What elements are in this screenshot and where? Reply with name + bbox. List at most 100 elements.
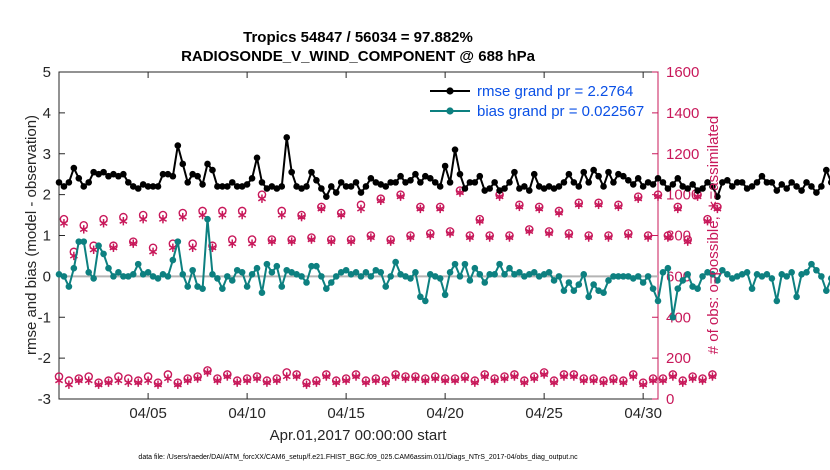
obs-assimilated-point	[84, 376, 93, 385]
data-point	[649, 181, 657, 188]
data-point	[164, 170, 172, 178]
data-point	[550, 277, 558, 284]
data-point	[169, 256, 177, 264]
data-point	[327, 183, 335, 190]
data-point	[654, 174, 662, 182]
obs-assimilated-point	[79, 225, 88, 234]
data-point	[253, 154, 261, 162]
data-point	[318, 273, 325, 280]
data-point	[397, 172, 404, 180]
obs-assimilated-point	[629, 372, 638, 381]
obs-assimilated-point	[465, 233, 474, 242]
obs-assimilated-point	[564, 231, 573, 240]
data-point	[610, 273, 617, 280]
data-point	[813, 189, 820, 196]
data-point	[585, 179, 592, 186]
data-point	[228, 277, 236, 284]
data-point	[535, 183, 543, 190]
data-point	[392, 258, 399, 266]
y-axis-left-label: rmse and bias (model - observation)	[23, 115, 40, 355]
data-point	[620, 273, 627, 280]
data-point	[758, 273, 766, 280]
obs-assimilated-point	[550, 378, 559, 387]
data-point	[219, 183, 226, 190]
obs-assimilated-point	[139, 214, 148, 224]
data-point	[466, 179, 474, 186]
data-point	[818, 273, 825, 280]
data-point	[129, 183, 137, 190]
obs-assimilated-point	[267, 237, 276, 246]
obs-assimilated-point	[327, 237, 336, 246]
data-point	[748, 285, 756, 292]
data-point	[709, 271, 716, 278]
data-point	[298, 185, 305, 192]
legend-rmse-marker	[446, 87, 454, 95]
chart-title: Tropics 54847 / 56034 = 97.882%	[243, 29, 473, 46]
data-point	[511, 168, 518, 176]
obs-assimilated-point	[460, 374, 469, 383]
obs-assimilated-point	[396, 192, 405, 201]
data-point	[793, 183, 800, 190]
data-point	[352, 179, 360, 186]
obs-assimilated-point	[673, 204, 682, 214]
obs-assimilated-point	[545, 229, 554, 238]
obs-assimilated-point	[129, 239, 138, 248]
data-point	[679, 183, 687, 190]
data-point	[125, 273, 132, 280]
data-point	[793, 293, 800, 301]
data-point	[595, 172, 602, 180]
data-point	[827, 179, 830, 186]
data-point	[545, 183, 553, 190]
obs-assimilated-point	[54, 376, 64, 385]
obs-assimilated-point	[678, 378, 687, 387]
data-point	[308, 262, 315, 270]
data-point	[535, 273, 543, 280]
data-point	[530, 170, 538, 178]
obs-assimilated-point	[366, 233, 375, 242]
obs-assimilated-point	[535, 204, 544, 214]
obs-assimilated-point	[337, 210, 346, 220]
data-point	[332, 189, 340, 196]
data-point	[342, 183, 350, 190]
data-point	[65, 283, 73, 290]
data-point	[565, 279, 573, 286]
obs-assimilated-point	[540, 370, 549, 379]
data-point	[392, 179, 399, 186]
y-right-tick-label: 1400	[666, 105, 699, 122]
obs-assimilated-point	[485, 233, 494, 242]
obs-assimilated-point	[604, 233, 613, 242]
data-point	[372, 266, 380, 274]
data-point	[308, 168, 315, 176]
obs-assimilated-point	[356, 204, 365, 214]
data-point	[258, 289, 266, 297]
data-point	[639, 279, 647, 286]
data-point	[372, 179, 380, 186]
data-point	[783, 185, 791, 192]
series-assimilated	[54, 188, 722, 389]
y-left-tick-label: -2	[38, 350, 51, 367]
data-point	[768, 179, 776, 186]
data-point	[634, 273, 642, 280]
data-point	[506, 264, 513, 272]
data-point	[100, 250, 107, 258]
data-point	[580, 271, 588, 278]
data-point	[585, 293, 592, 301]
obs-assimilated-point	[708, 372, 717, 381]
data-point	[204, 160, 211, 168]
series-rmse	[55, 134, 830, 200]
data-point	[550, 185, 558, 192]
data-point	[605, 277, 612, 284]
obs-assimilated-point	[683, 237, 692, 246]
data-point	[615, 170, 622, 178]
data-point	[728, 183, 736, 190]
obs-assimilated-point	[253, 374, 262, 383]
obs-assimilated-point	[406, 233, 415, 242]
data-point	[451, 146, 459, 153]
data-point	[357, 189, 365, 196]
data-point	[278, 283, 286, 290]
data-point	[288, 168, 295, 176]
obs-assimilated-point	[634, 194, 643, 203]
obs-assimilated-point	[352, 372, 361, 381]
data-point	[664, 185, 672, 192]
data-point	[704, 268, 711, 276]
